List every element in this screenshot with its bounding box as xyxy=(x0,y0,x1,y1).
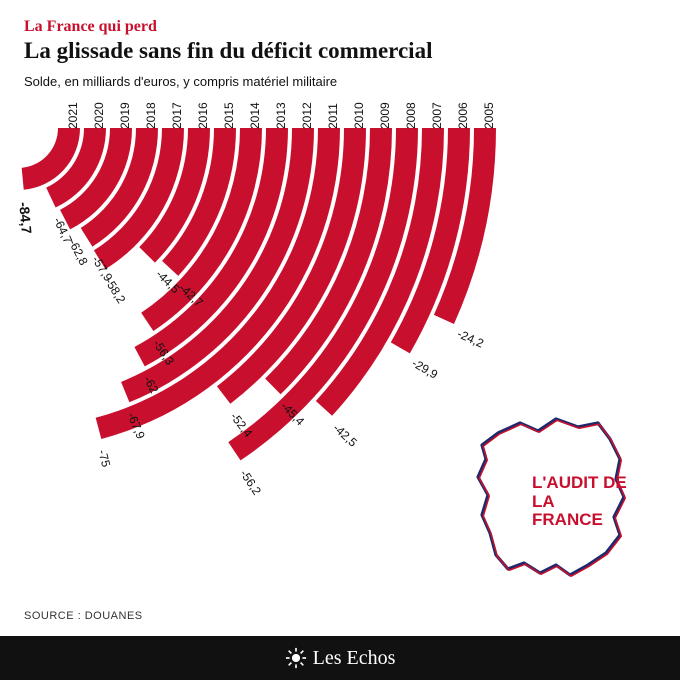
year-label: 2005 xyxy=(482,102,496,129)
year-label: 2017 xyxy=(170,102,184,129)
year-label: 2021 xyxy=(66,102,80,129)
year-label: 2009 xyxy=(378,102,392,129)
year-label: 2020 xyxy=(92,102,106,129)
year-label: 2008 xyxy=(404,102,418,129)
brand-name: Les Echos xyxy=(313,647,396,670)
header: La France qui perd La glissade sans fin … xyxy=(0,0,680,97)
year-label: 2011 xyxy=(326,103,340,129)
audit-label: L'AUDIT DE LA FRANCE xyxy=(532,474,628,530)
value-label: -84,7 xyxy=(16,201,35,234)
year-label: 2019 xyxy=(118,102,132,129)
sun-icon xyxy=(285,647,307,669)
year-label: 2016 xyxy=(196,102,210,129)
year-label: 2018 xyxy=(144,102,158,129)
year-label: 2013 xyxy=(274,102,288,129)
footer: Les Echos xyxy=(0,636,680,680)
year-label: 2010 xyxy=(352,102,366,129)
year-label: 2006 xyxy=(456,102,470,129)
chart-subtitle: Solde, en milliards d'euros, y compris m… xyxy=(24,74,656,89)
year-label: 2007 xyxy=(430,102,444,129)
year-label: 2014 xyxy=(248,102,262,129)
kicker: La France qui perd xyxy=(24,18,656,36)
year-label: 2012 xyxy=(300,102,314,129)
chart-title: La glissade sans fin du déficit commerci… xyxy=(24,38,656,64)
year-label: 2015 xyxy=(222,102,236,129)
source-text: SOURCE : DOUANES xyxy=(24,610,143,622)
audit-label-text: L'AUDIT DE LA FRANCE xyxy=(532,473,627,529)
